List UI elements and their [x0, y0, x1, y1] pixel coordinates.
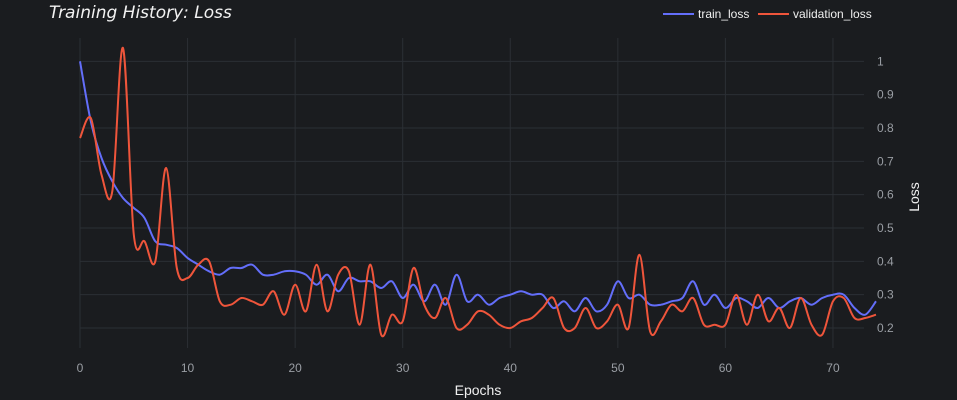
series-layer [79, 46, 877, 338]
x-axis-ticks: 0 10 20 30 40 50 60 70 [77, 361, 840, 375]
y-tick-label: 0.7 [877, 154, 894, 168]
x-gridlines [79, 38, 834, 348]
series-points-train-loss [80, 61, 876, 314]
y-tick-label: 0.3 [877, 288, 894, 302]
x-tick-label: 10 [181, 361, 195, 375]
y-tick-label: 0.4 [877, 254, 894, 268]
y-tick-label: 0.2 [877, 321, 894, 335]
y-tick-label: 0.9 [877, 88, 894, 102]
series-line-validation-loss [79, 46, 877, 338]
x-tick-label: 70 [826, 361, 840, 375]
x-tick-label: 0 [77, 361, 84, 375]
y-tick-label: 0.8 [877, 121, 894, 135]
x-tick-label: 30 [396, 361, 410, 375]
x-tick-label: 60 [719, 361, 733, 375]
y-tick-label: 1 [877, 54, 884, 68]
series-line-train-loss [79, 61, 877, 316]
x-axis-label: Epochs [455, 382, 502, 398]
y-axis-label: Loss [906, 182, 922, 212]
series-points-validation-loss [80, 48, 876, 335]
x-tick-label: 50 [611, 361, 625, 375]
x-tick-label: 20 [288, 361, 302, 375]
legend-label-validation-loss: validation_loss [793, 7, 872, 21]
legend: train_loss validation_loss [663, 7, 872, 21]
y-gridlines [80, 60, 864, 329]
y-axis-ticks: 0.2 0.3 0.4 0.5 0.6 0.7 0.8 0.9 1 [877, 54, 894, 335]
x-tick-label: 40 [504, 361, 518, 375]
legend-label-train-loss: train_loss [698, 7, 749, 21]
y-tick-label: 0.5 [877, 221, 894, 235]
y-tick-label: 0.6 [877, 188, 894, 202]
chart-title: Training History: Loss [49, 3, 232, 23]
